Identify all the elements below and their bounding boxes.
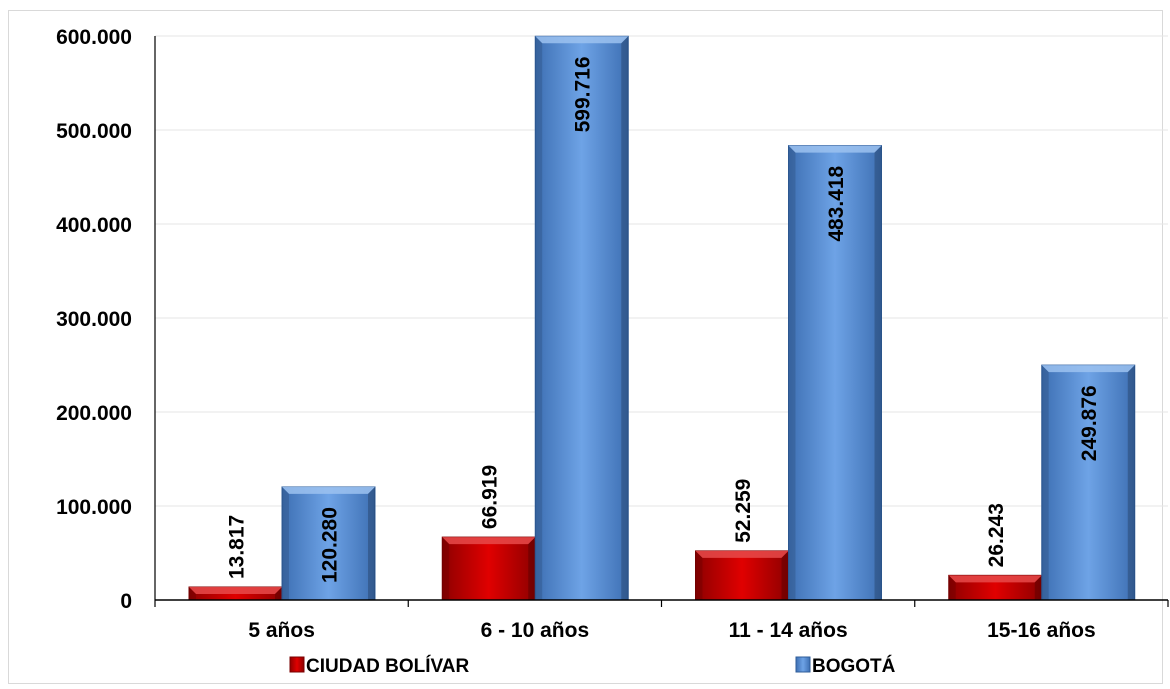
data-label: 120.280: [319, 507, 342, 583]
gridlines: [155, 35, 1168, 507]
bar-bevel-right: [621, 36, 629, 600]
y-tick-label: 100.000: [56, 496, 132, 519]
bar-bevel-right: [781, 550, 789, 600]
chart-frame: [8, 10, 1163, 684]
bar: [695, 550, 789, 601]
bar-bevel-left: [948, 575, 956, 600]
bar: [441, 536, 536, 601]
legend-swatch: [795, 656, 811, 673]
bar: [788, 145, 882, 601]
y-tick-label: 400.000: [56, 214, 132, 237]
y-tick-label: 300.000: [56, 308, 132, 331]
data-label: 52.259: [732, 479, 755, 543]
bars: [188, 35, 1136, 601]
x-tick-label: 5 años: [248, 619, 315, 642]
data-labels: 13.817 120.280 66.919 599.716 52.259 483.418 2…: [226, 56, 1102, 583]
data-label: 66.919: [479, 465, 502, 529]
bar-bevel-left: [695, 550, 703, 600]
legend-label: CIUDAD BOLÍVAR: [306, 655, 470, 677]
data-label: 483.418: [825, 165, 848, 241]
y-tick-label: 200.000: [56, 402, 132, 425]
data-label: 249.876: [1078, 385, 1101, 461]
bar: [281, 486, 376, 601]
data-label: 599.716: [572, 56, 595, 132]
bar-bevel-right: [1127, 365, 1135, 600]
bar-bevel-left: [788, 145, 796, 600]
legend-label: BOGOTÁ: [812, 655, 896, 677]
data-label: 13.817: [226, 515, 249, 579]
bar-bevel-right: [528, 537, 536, 600]
bar: [534, 35, 629, 601]
bar-bevel-top: [535, 36, 629, 44]
bar-bevel-left: [189, 587, 196, 600]
bar-bevel-top: [282, 486, 375, 494]
data-label: 26.243: [985, 503, 1008, 567]
bar-bevel-top: [1041, 365, 1135, 373]
bar-bevel-left: [442, 537, 450, 600]
bar-bevel-right: [368, 486, 375, 600]
y-tick-label: 0: [120, 590, 132, 613]
bar-bevel-top: [788, 145, 882, 153]
x-tick-label: 6 - 10 años: [481, 619, 590, 642]
y-tick-label: 600.000: [56, 26, 132, 49]
axes: 0 100.000 200.000 300.000 400.000 500.000 600.…: [56, 26, 1169, 642]
x-tick-label: 11 - 14 años: [729, 619, 848, 642]
x-tick-label: 15-16 años: [987, 619, 1096, 642]
bar-bevel-right: [1034, 575, 1042, 600]
y-tick-label: 500.000: [56, 120, 132, 143]
bar-bevel-top: [189, 587, 282, 595]
legend: CIUDAD BOLÍVAR BOGOTÁ: [289, 655, 896, 677]
bar-bevel-right: [874, 145, 882, 600]
legend-swatch: [289, 656, 305, 673]
bar-bevel-right: [275, 587, 282, 600]
bar-bevel-top: [442, 537, 536, 545]
bar-bevel-left: [1041, 365, 1049, 600]
bar-bevel-top: [695, 550, 789, 558]
bar-bevel-left: [282, 486, 289, 600]
bar-bevel-top: [948, 575, 1042, 583]
bar-bevel-left: [535, 36, 543, 600]
